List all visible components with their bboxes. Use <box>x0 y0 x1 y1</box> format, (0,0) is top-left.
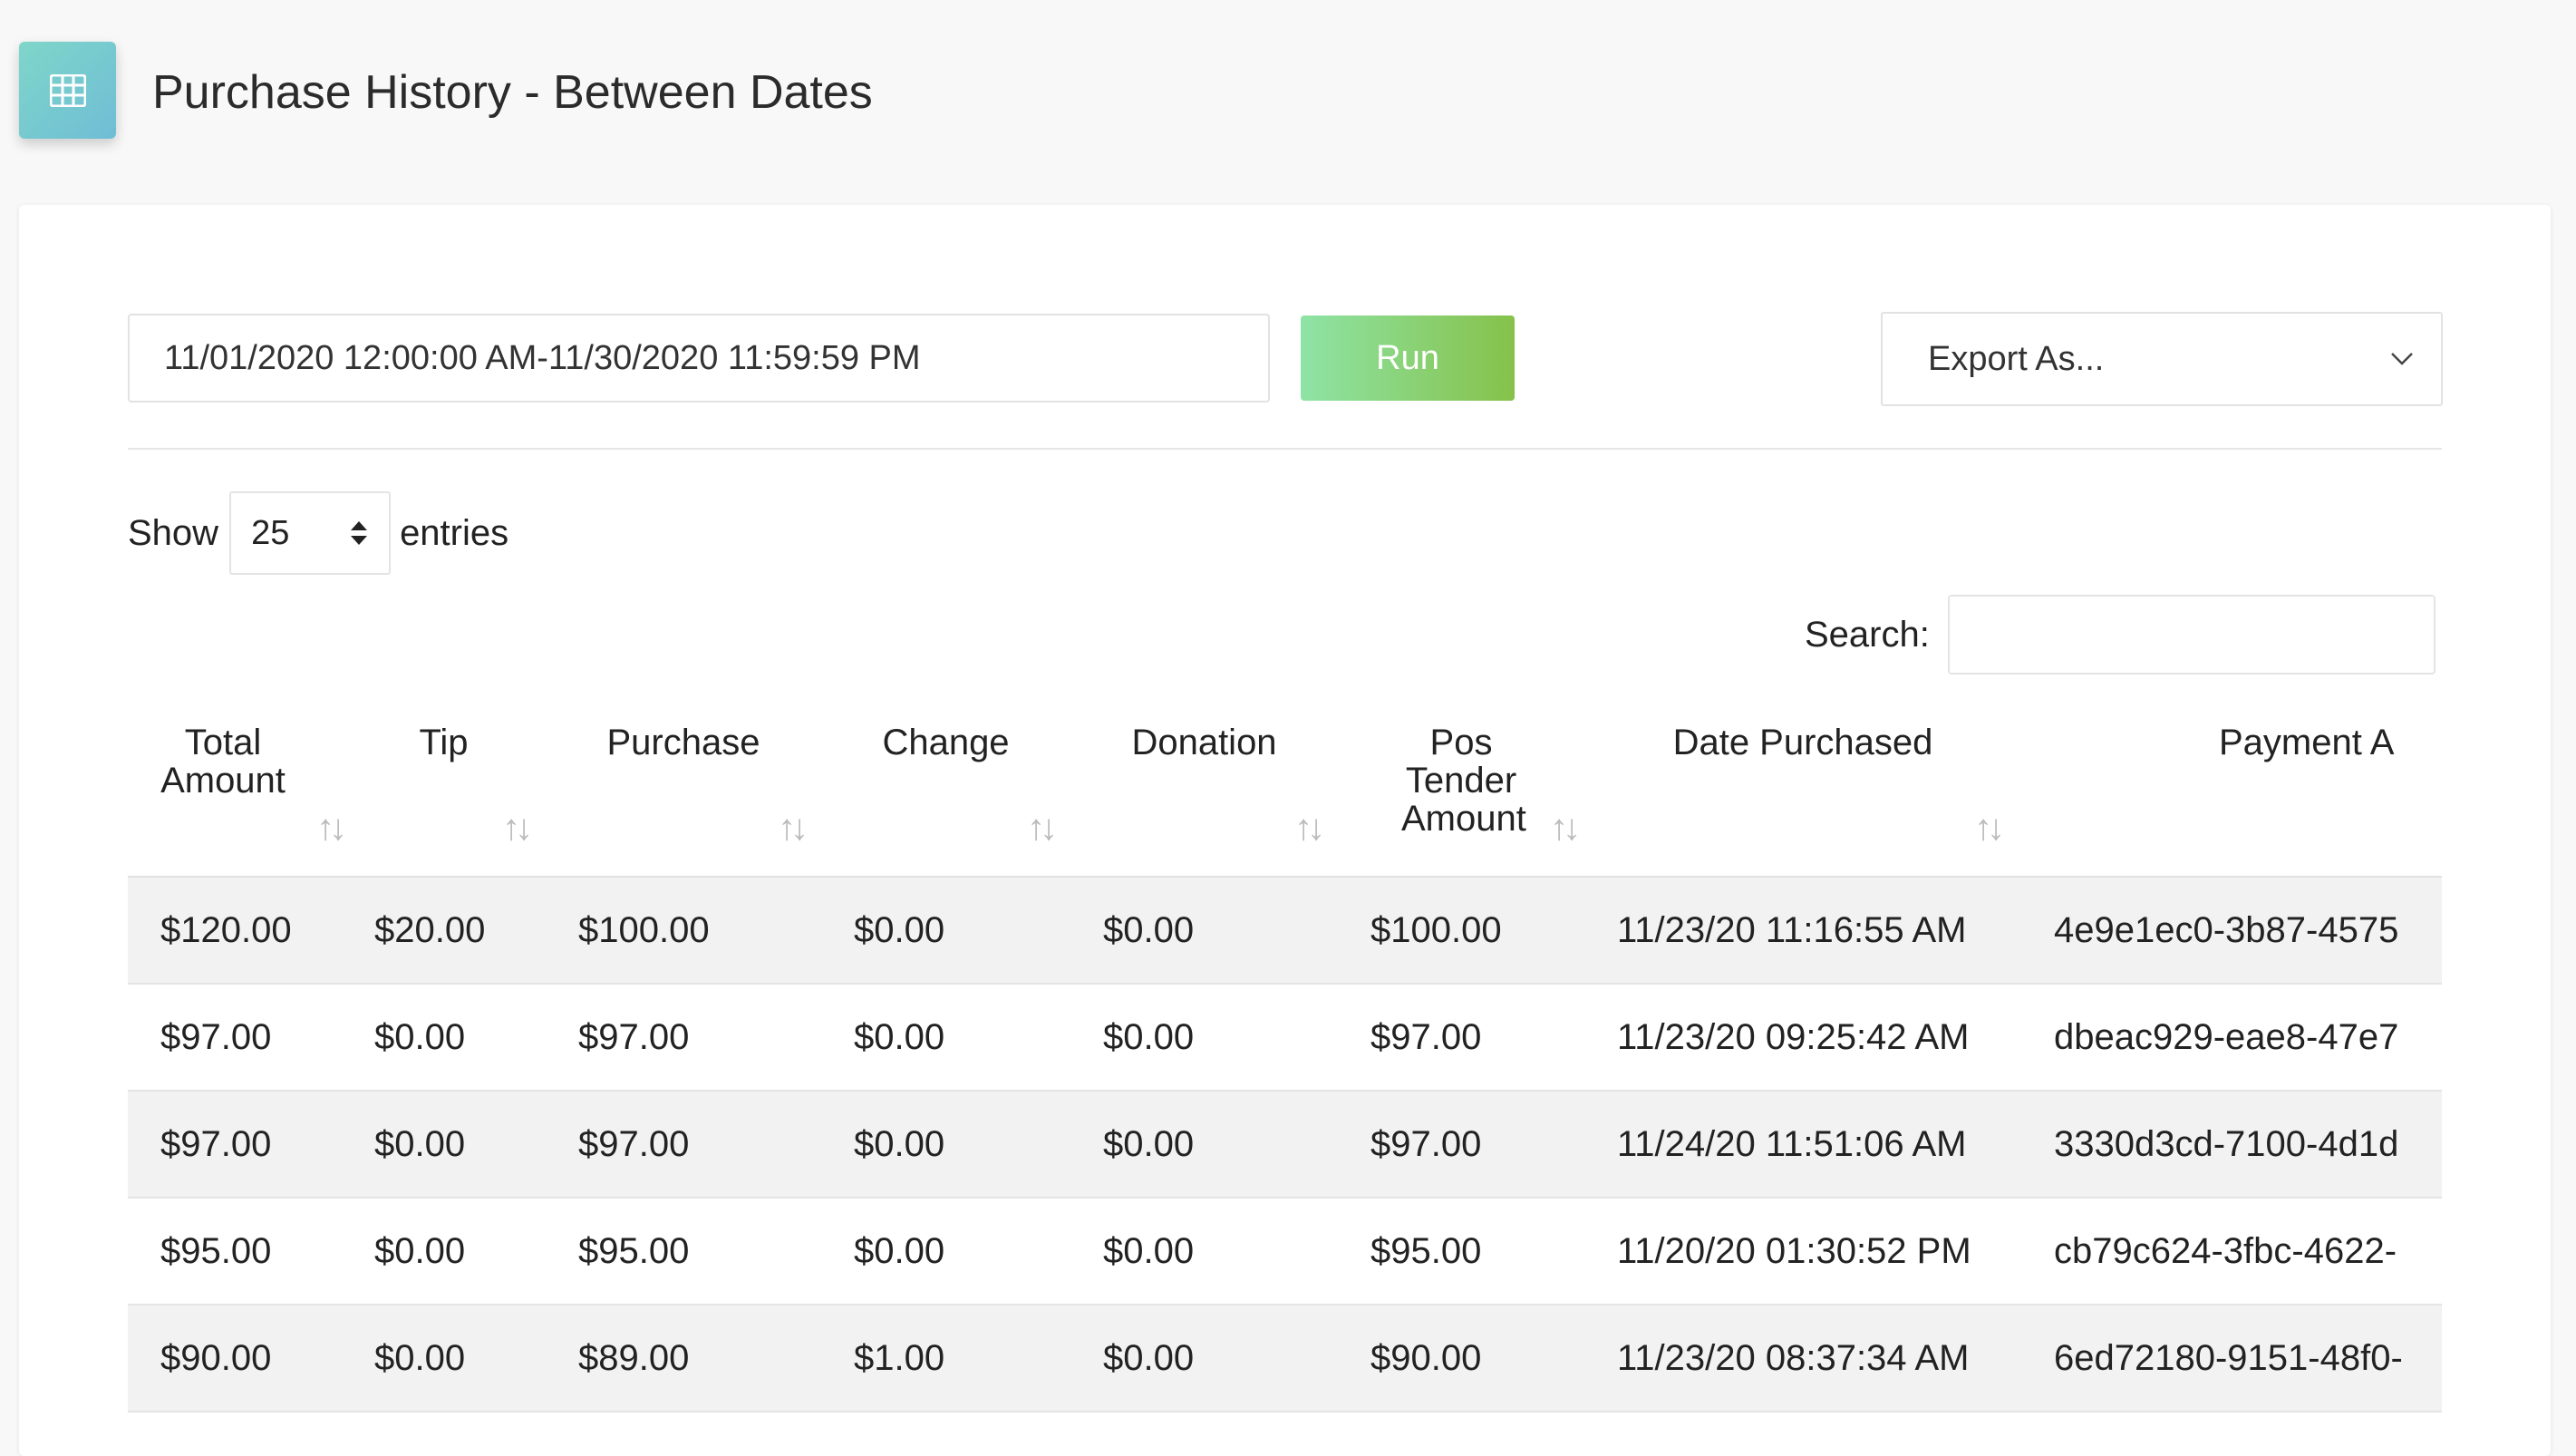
cell-purchase: $95.00 <box>546 1198 821 1306</box>
sort-icon: ↑↓ <box>778 808 809 848</box>
export-as-select[interactable]: Export As... <box>1881 312 2443 406</box>
cell-purchase: $100.00 <box>546 877 821 985</box>
cell-donation: $0.00 <box>1070 1198 1338 1306</box>
column-header-date-purchased[interactable]: Date Purchased ↑↓ <box>1584 713 2021 878</box>
page-icon <box>19 42 116 139</box>
purchase-table-wrapper: Total Amount ↑↓ Tip ↑↓ Purchase ↑↓ Chang… <box>128 713 2442 1456</box>
cell-pos-tender-amount: $100.00 <box>1338 877 1584 985</box>
cell-date-purchased: 11/20/20 01:30:52 PM <box>1584 1198 2021 1306</box>
cell-payment-id: cb79c624-3fbc-4622- <box>2021 1198 2442 1306</box>
search-input[interactable] <box>1947 595 2436 675</box>
cell-date-purchased: 11/23/20 08:37:34 AM <box>1584 1305 2021 1412</box>
cell-change: $0.00 <box>821 1091 1070 1199</box>
cell-pos-tender-amount: $90.00 <box>1338 1305 1584 1412</box>
date-range-input[interactable] <box>128 314 1270 403</box>
cell-date-purchased: 11/23/20 09:25:42 AM <box>1584 984 2021 1092</box>
entries-per-page-select[interactable]: 25 <box>229 491 392 575</box>
sort-caret-icon <box>351 521 368 545</box>
table-header-row: Total Amount ↑↓ Tip ↑↓ Purchase ↑↓ Chang… <box>128 713 2442 878</box>
entries-label: entries <box>400 512 509 553</box>
entries-per-page-value: 25 <box>251 513 290 552</box>
table-row[interactable]: $97.00 $0.00 $97.00 $0.00 $0.00 $97.00 1… <box>128 984 2442 1092</box>
column-header-tip[interactable]: Tip ↑↓ <box>342 713 546 878</box>
column-header-change[interactable]: Change ↑↓ <box>821 713 1070 878</box>
cell-date-purchased: 11/23/20 11:16:55 AM <box>1584 877 2021 985</box>
column-header-payment[interactable]: Payment A <box>2021 713 2442 878</box>
search-label: Search: <box>1805 614 1930 655</box>
column-header-donation[interactable]: Donation ↑↓ <box>1070 713 1338 878</box>
sort-icon: ↑↓ <box>502 808 533 848</box>
cell-donation: $0.00 <box>1070 984 1338 1092</box>
cell-pos-tender-amount: $97.00 <box>1338 984 1584 1092</box>
column-header-total-amount[interactable]: Total Amount ↑↓ <box>128 713 347 878</box>
sort-icon: ↑↓ <box>1974 808 2005 848</box>
cell-donation: $0.00 <box>1070 1305 1338 1412</box>
entries-length-control: Show 25 entries <box>128 491 508 575</box>
table-search: Search: <box>1805 595 2436 675</box>
cell-total-amount: $97.00 <box>128 984 342 1092</box>
cell-change: $0.00 <box>821 1198 1070 1306</box>
run-button[interactable]: Run <box>1301 315 1515 401</box>
page-title: Purchase History - Between Dates <box>152 66 873 119</box>
cell-payment-id: 4e9e1ec0-3b87-4575 <box>2021 877 2442 985</box>
sort-icon: ↑↓ <box>1550 808 1581 848</box>
table-row[interactable]: $95.00 $0.00 $95.00 $0.00 $0.00 $95.00 1… <box>128 1198 2442 1306</box>
export-as-label: Export As... <box>1928 339 2105 378</box>
sort-icon: ↑↓ <box>1294 808 1325 848</box>
cell-tip: $0.00 <box>342 1198 546 1306</box>
cell-change: $0.00 <box>821 877 1070 985</box>
cell-tip: $20.00 <box>342 877 546 985</box>
table-row[interactable]: $90.00 $0.00 $89.00 $1.00 $0.00 $90.00 1… <box>128 1305 2442 1412</box>
table-row[interactable]: $97.00 $0.00 $97.00 $0.00 $0.00 $97.00 1… <box>128 1091 2442 1199</box>
cell-tip: $0.00 <box>342 1305 546 1412</box>
cell-change: $0.00 <box>821 984 1070 1092</box>
sort-icon: ↑↓ <box>1027 808 1058 848</box>
cell-total-amount: $90.00 <box>128 1305 342 1412</box>
column-header-pos-tender-amount[interactable]: Pos Tender Amount ↑↓ <box>1338 713 1584 878</box>
column-header-purchase[interactable]: Purchase ↑↓ <box>546 713 821 878</box>
cell-donation: $0.00 <box>1070 1091 1338 1199</box>
purchase-table: Total Amount ↑↓ Tip ↑↓ Purchase ↑↓ Chang… <box>128 713 2442 1412</box>
cell-total-amount: $97.00 <box>128 1091 342 1199</box>
chevron-down-icon <box>2391 353 2413 365</box>
cell-pos-tender-amount: $97.00 <box>1338 1091 1584 1199</box>
cell-purchase: $97.00 <box>546 1091 821 1199</box>
cell-purchase: $89.00 <box>546 1305 821 1412</box>
cell-date-purchased: 11/24/20 11:51:06 AM <box>1584 1091 2021 1199</box>
show-label: Show <box>128 512 219 553</box>
cell-payment-id: dbeac929-eae8-47e7 <box>2021 984 2442 1092</box>
cell-donation: $0.00 <box>1070 877 1338 985</box>
cell-change: $1.00 <box>821 1305 1070 1412</box>
cell-payment-id: 6ed72180-9151-48f0- <box>2021 1305 2442 1412</box>
cell-total-amount: $95.00 <box>128 1198 342 1306</box>
cell-purchase: $97.00 <box>546 984 821 1092</box>
table-icon <box>49 73 86 107</box>
divider <box>128 448 2442 450</box>
sort-icon: ↑↓ <box>316 808 347 848</box>
cell-pos-tender-amount: $95.00 <box>1338 1198 1584 1306</box>
cell-payment-id: 3330d3cd-7100-4d1d <box>2021 1091 2442 1199</box>
table-row[interactable]: $120.00 $20.00 $100.00 $0.00 $0.00 $100.… <box>128 877 2442 985</box>
cell-total-amount: $120.00 <box>128 877 342 985</box>
report-card: Run Export As... Show 25 entries Search: <box>19 205 2551 1456</box>
cell-tip: $0.00 <box>342 984 546 1092</box>
cell-tip: $0.00 <box>342 1091 546 1199</box>
